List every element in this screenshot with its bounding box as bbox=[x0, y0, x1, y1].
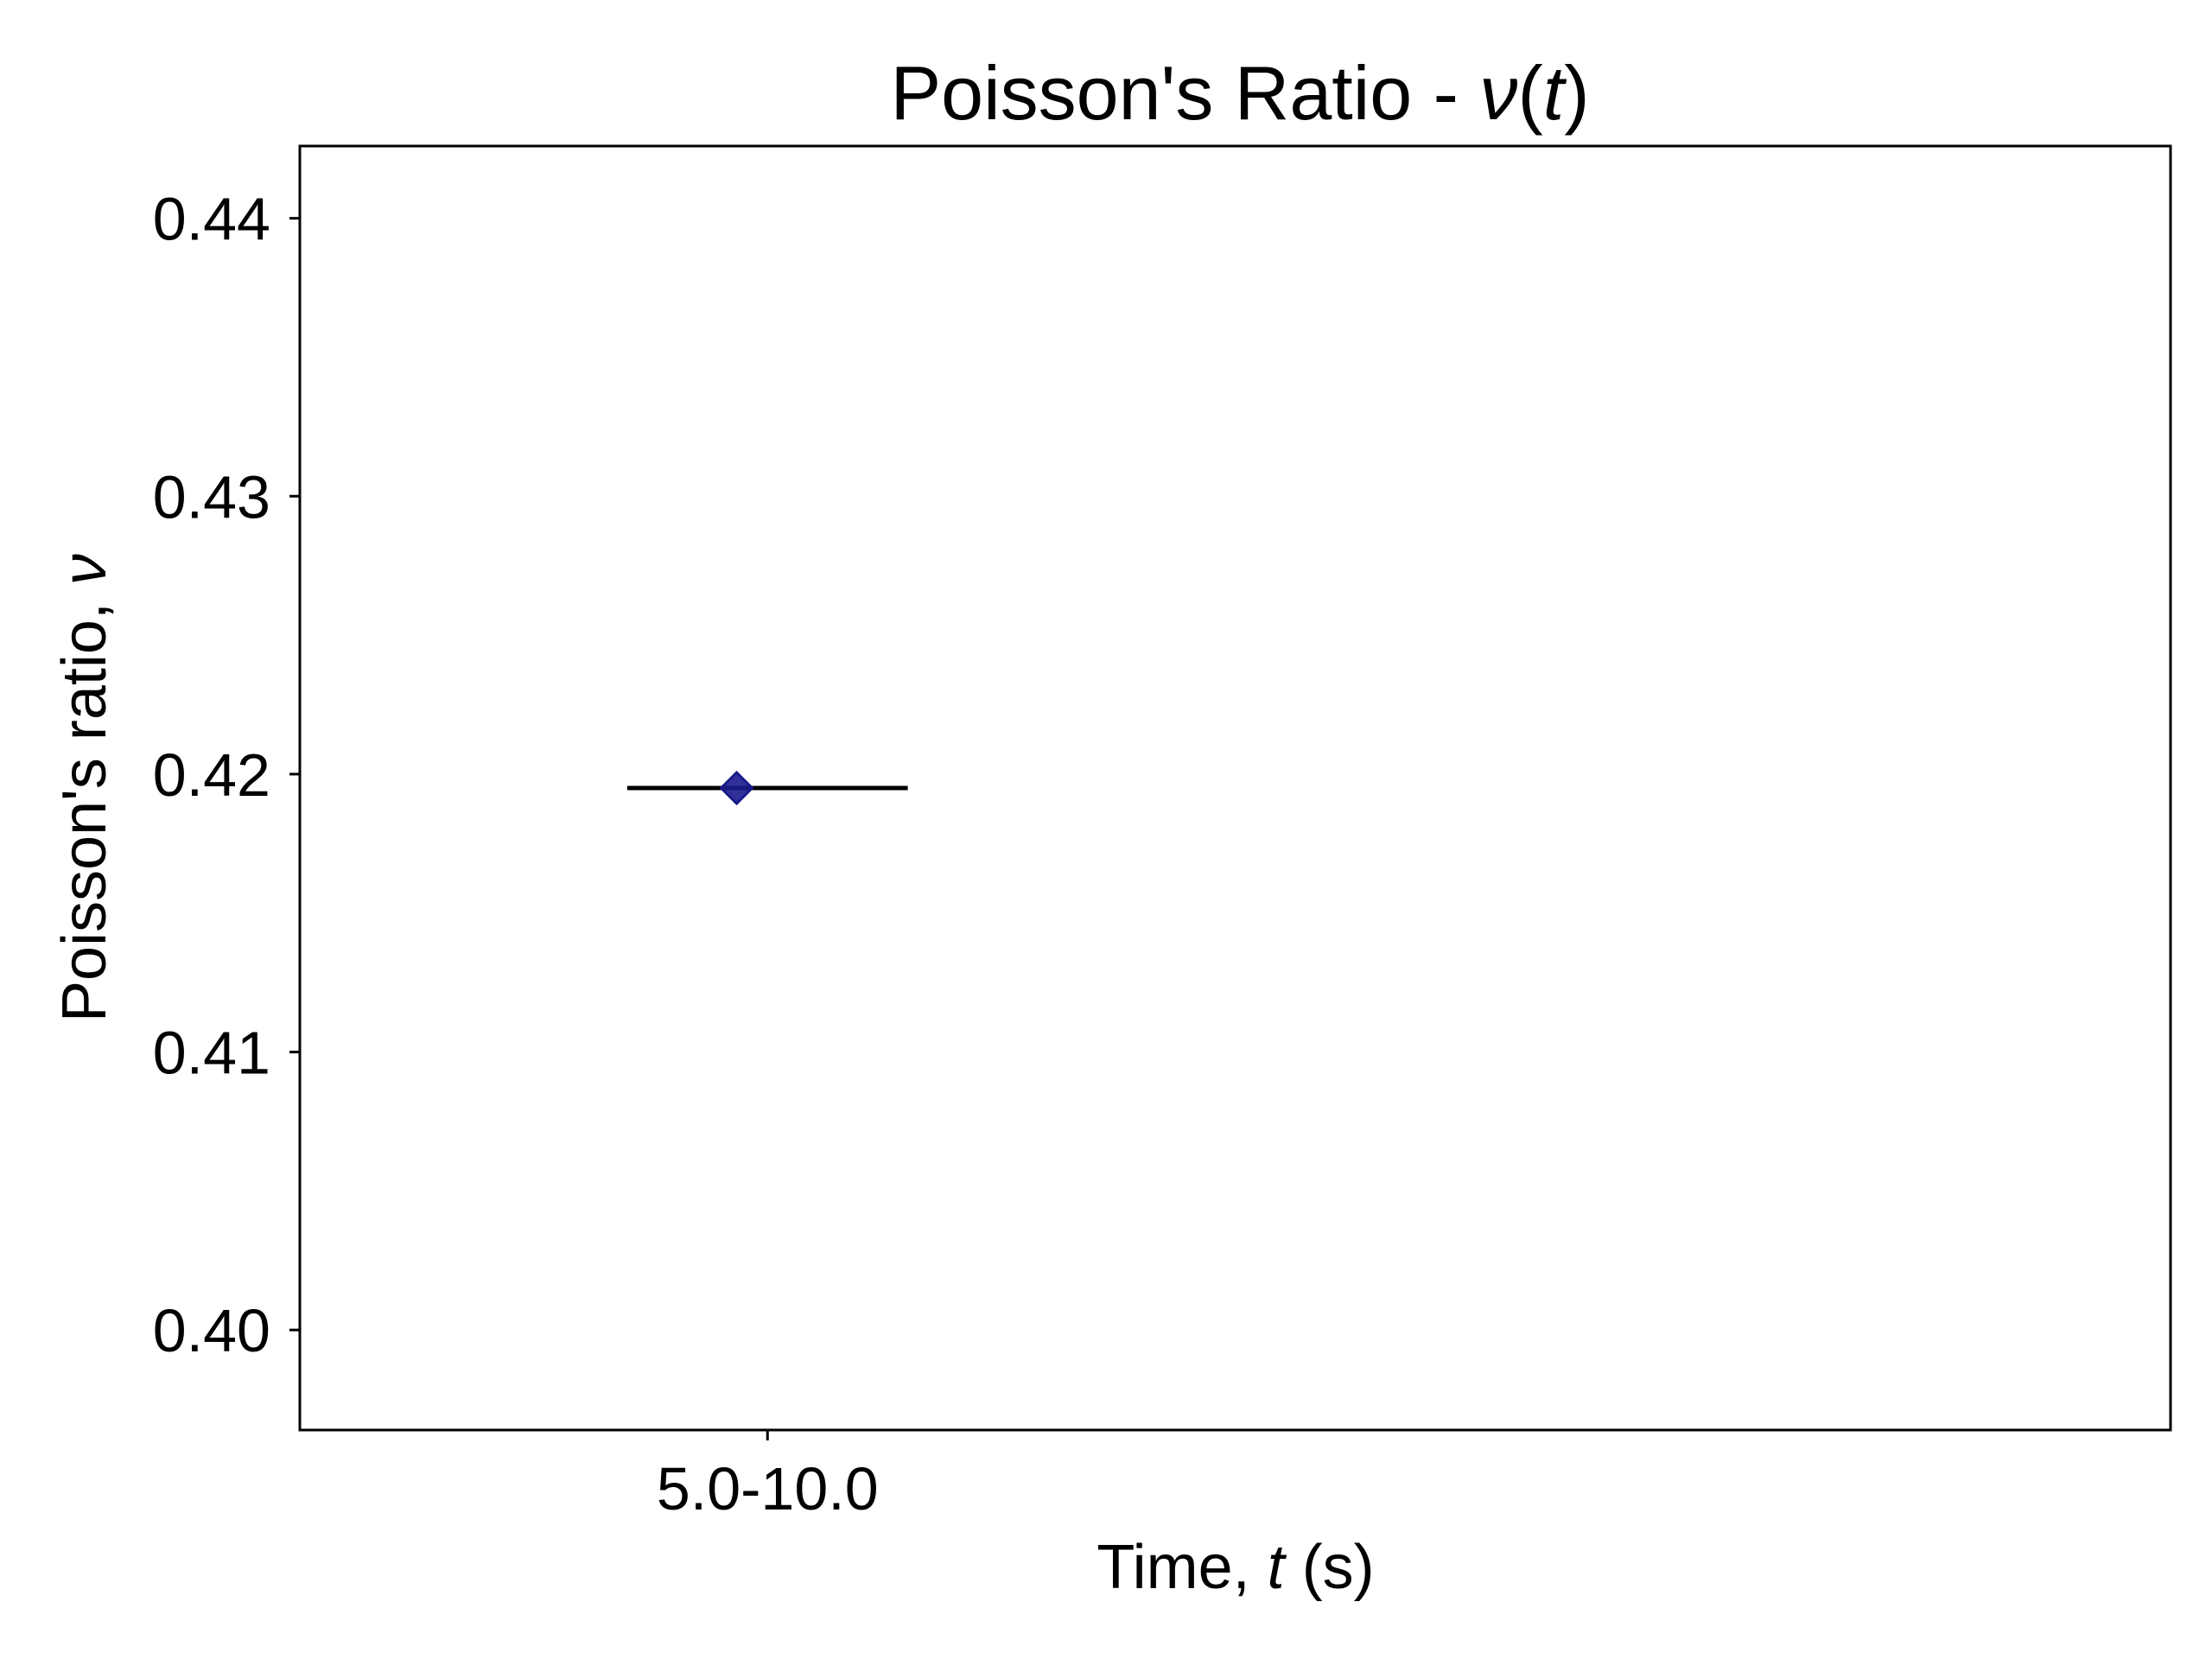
data-point-diamond bbox=[719, 770, 754, 806]
data-marks bbox=[626, 770, 908, 806]
x-tick-label: 5.0-10.0 bbox=[657, 1455, 879, 1522]
plot-area-frame bbox=[298, 144, 2172, 1432]
x-axis-label: Time, t (s) bbox=[1096, 1533, 1374, 1602]
y-axis: 0.40 0.41 0.42 0.43 0.44 bbox=[153, 186, 300, 1364]
y-tick-label: 0.41 bbox=[153, 1020, 270, 1087]
y-tick-label: 0.44 bbox=[153, 186, 270, 253]
y-axis-label: Poisson's ratio, ν bbox=[50, 554, 119, 1022]
x-axis: 5.0-10.0 bbox=[657, 1430, 879, 1522]
y-tick-label: 0.43 bbox=[153, 463, 270, 531]
chart-title: Poisson's Ratio - ν(t) bbox=[890, 50, 1589, 136]
y-tick-label: 0.42 bbox=[153, 741, 270, 809]
y-tick-label: 0.40 bbox=[153, 1297, 270, 1364]
